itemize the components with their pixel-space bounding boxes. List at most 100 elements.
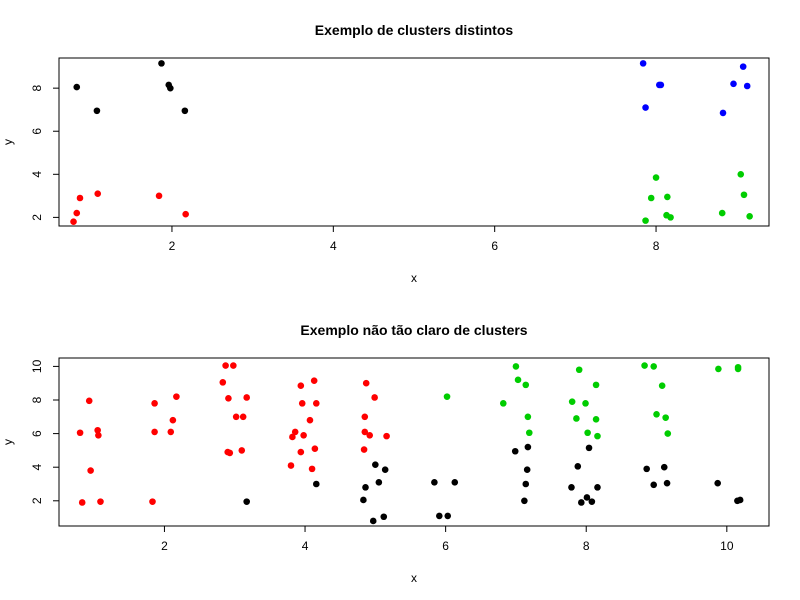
data-point-red [73,210,80,217]
data-point-black [568,484,575,491]
x-tick-label: 6 [442,539,449,553]
data-point-blue [720,110,727,117]
data-point-black [376,479,383,486]
data-point-red [240,414,247,421]
data-point-red [149,498,156,505]
data-point-red [371,394,378,401]
data-point-blue [730,81,737,88]
data-point-red [156,193,163,200]
data-point-red [288,462,295,469]
data-point-red [182,211,189,218]
data-point-green [650,363,657,370]
data-point-black [94,107,101,114]
data-point-black [360,497,367,504]
data-point-black [380,513,387,520]
y-tick-label: 6 [30,128,44,135]
data-point-red [219,379,226,386]
data-point-red [230,362,237,369]
x-axis-label: x [411,571,417,585]
data-point-black [243,498,250,505]
data-point-black [574,463,581,470]
data-point-black [451,479,458,486]
data-point-green [593,382,600,389]
data-point-green [526,429,533,436]
x-tick-label: 10 [720,539,734,553]
data-point-green [659,382,666,389]
x-axis-label: x [411,271,417,285]
y-tick-label: 4 [30,171,44,178]
data-point-black [370,518,377,525]
data-point-blue [642,104,649,111]
data-point-green [664,194,671,201]
data-point-red [298,449,305,456]
data-point-red [300,432,307,439]
data-point-blue [640,60,647,67]
data-point-green [641,362,648,369]
data-point-green [653,411,660,418]
data-point-green [735,366,742,373]
data-point-red [86,398,93,405]
data-point-red [363,380,370,387]
x-tick-label: 2 [169,239,176,253]
data-point-red [151,429,158,436]
chart-panel-top: Exemplo de clusters distintos 2 4 6 8 2 4 6 8 x y [1,22,769,285]
data-point-green [715,366,722,373]
data-point-red [312,445,319,452]
data-point-black [167,85,174,92]
y-tick-label: 6 [30,430,44,437]
data-point-green [500,400,507,407]
data-point-red [94,190,101,197]
data-point-green [642,217,649,224]
data-point-black [594,484,601,491]
data-point-green [593,416,600,423]
data-point-black [436,513,443,520]
data-point-red [307,417,314,424]
data-point-red [313,400,320,407]
y-tick-label: 2 [30,214,44,221]
data-point-black [578,499,585,506]
y-axis-label: y [1,439,15,445]
data-point-red [167,429,174,436]
data-point-red [79,499,86,506]
data-point-red [97,498,104,505]
data-point-green [513,363,520,370]
data-point-green [664,430,671,437]
data-point-green [746,213,753,220]
data-point-green [594,433,601,440]
x-tick-label: 6 [491,239,498,253]
data-point-red [361,414,368,421]
data-point-red [238,447,245,454]
data-point-black [664,480,671,487]
data-point-green [569,398,576,405]
data-point-black [643,466,650,473]
data-point-blue [744,83,751,90]
y-tick-label: 10 [30,359,44,373]
chart-title: Exemplo não tão claro de clusters [300,322,527,338]
data-point-red [227,450,234,457]
data-point-red [70,218,77,225]
data-point-black [737,497,744,504]
data-point-black [73,84,80,91]
data-point-red [309,466,316,473]
data-point-red [292,429,299,436]
data-point-red [298,382,305,389]
data-point-black [524,466,531,473]
x-tick-label: 8 [653,239,660,253]
data-point-green [444,393,451,400]
data-point-green [662,414,669,421]
data-point-black [521,498,528,505]
data-point-black [313,481,320,488]
x-tick-label: 2 [161,539,168,553]
y-tick-label: 8 [30,84,44,91]
data-point-red [243,394,250,401]
data-point-green [573,415,580,422]
data-point-green [515,377,522,384]
x-tick-label: 8 [583,539,590,553]
data-point-red [77,429,84,436]
data-point-green [667,214,674,221]
y-axis-label: y [1,139,15,145]
y-tick-label: 8 [30,396,44,403]
x-tick-label: 4 [302,539,309,553]
data-point-black [431,479,438,486]
